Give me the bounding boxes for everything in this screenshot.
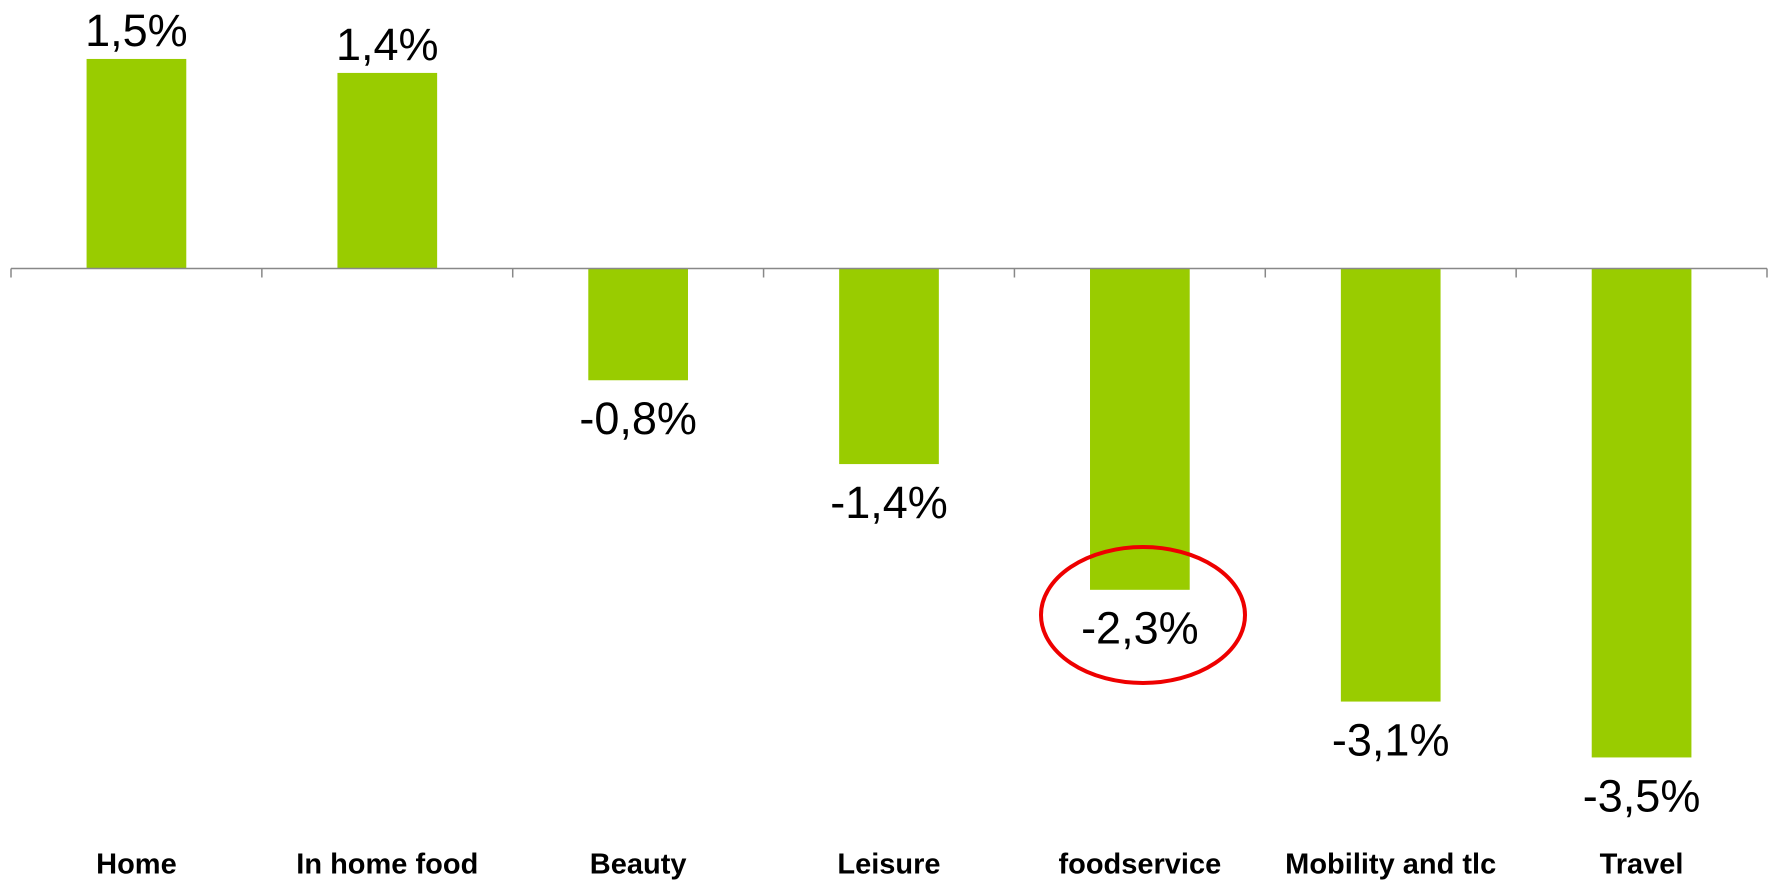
bar <box>839 268 939 465</box>
bar <box>337 72 438 269</box>
x-tick-label: Home <box>96 849 177 881</box>
x-tick-label: In home food <box>296 849 478 881</box>
value-label: -3,1% <box>1332 714 1450 765</box>
x-tick-label: Leisure <box>837 849 940 881</box>
bar <box>86 58 187 269</box>
bar <box>1591 268 1692 758</box>
value-label: 1,5% <box>85 5 188 56</box>
value-label: -0,8% <box>579 393 697 444</box>
value-label: -3,5% <box>1583 770 1701 821</box>
value-label: 1,4% <box>336 19 439 70</box>
bar <box>588 268 688 381</box>
bar <box>1340 268 1441 702</box>
x-tick-label: Mobility and tlc <box>1285 849 1496 881</box>
x-tick-label: Beauty <box>590 849 687 881</box>
x-tick-label: Travel <box>1600 849 1684 881</box>
value-label: -2,3% <box>1081 603 1199 654</box>
highlight-ellipse <box>1039 545 1247 685</box>
value-label: -1,4% <box>830 477 948 528</box>
bar <box>1090 268 1190 590</box>
x-tick-label: foodservice <box>1058 849 1221 881</box>
